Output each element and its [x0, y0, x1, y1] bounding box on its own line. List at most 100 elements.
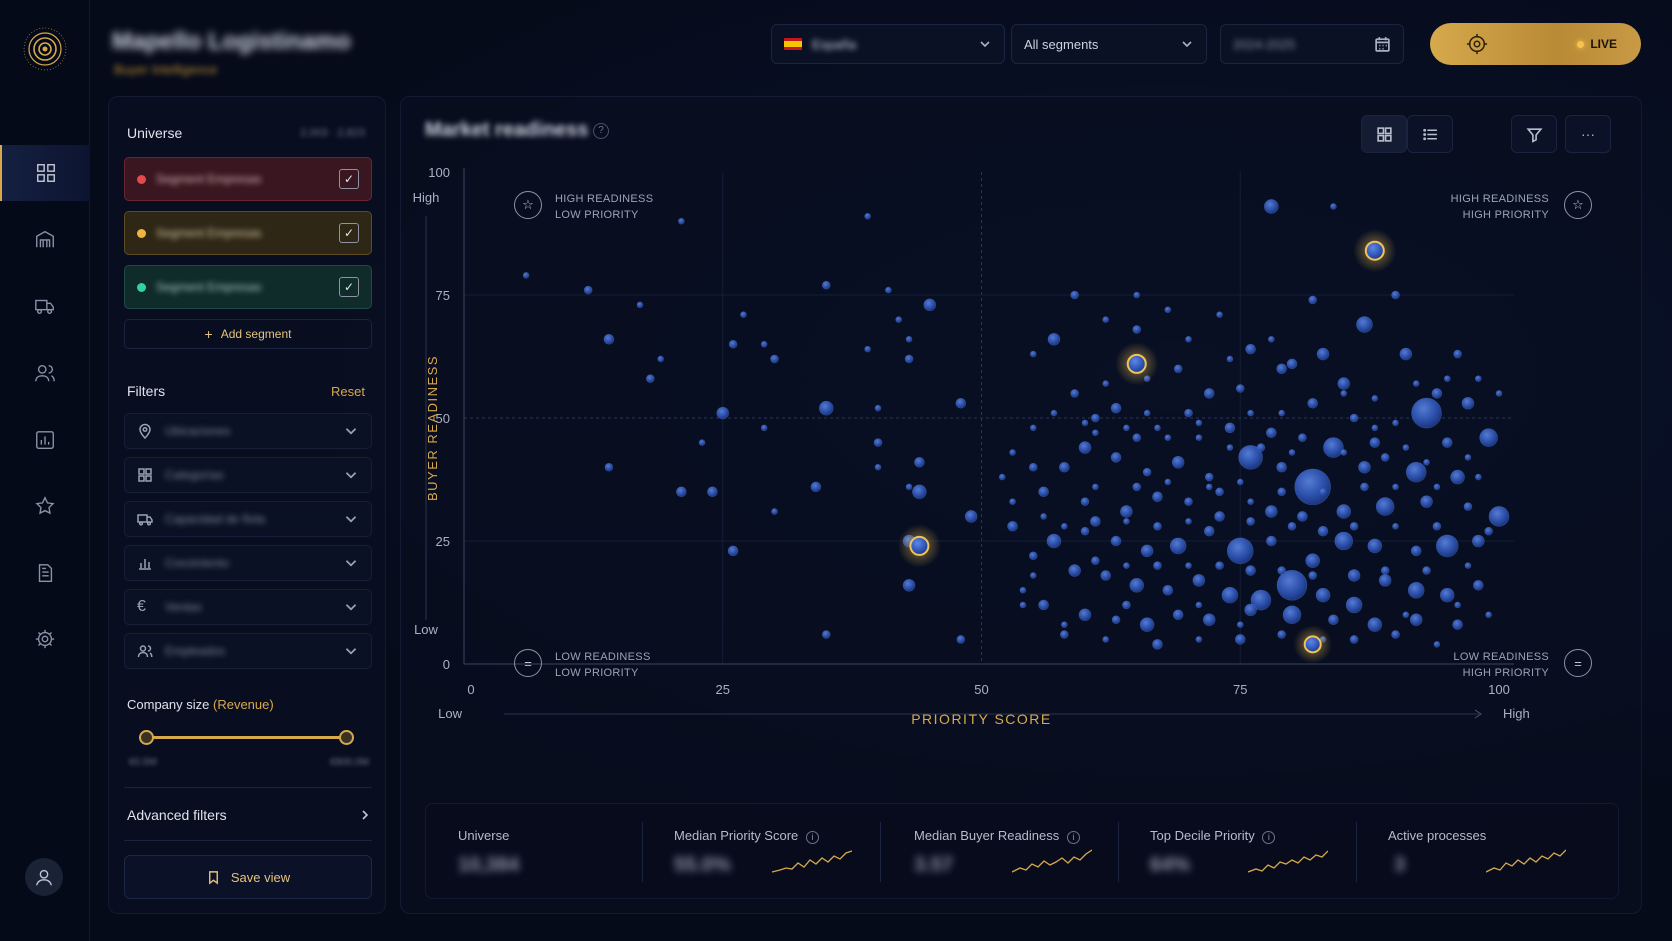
brand-logo-icon[interactable]	[22, 26, 68, 72]
scatter-point	[1185, 562, 1192, 569]
scatter-point	[1452, 619, 1463, 630]
filter-button[interactable]	[1511, 115, 1557, 153]
quadrant-equal-icon: =	[1564, 649, 1592, 677]
scatter-point	[1080, 526, 1090, 536]
scatter-point	[1009, 498, 1016, 505]
scatter-point	[1092, 429, 1099, 437]
filter-location[interactable]: Ubicaciones	[124, 413, 372, 449]
scatter-point	[1246, 517, 1255, 526]
nav-analytics[interactable]	[0, 412, 90, 468]
kpi-label: Active processes	[1388, 828, 1487, 843]
advanced-filters-row[interactable]: Advanced filters	[127, 802, 372, 828]
help-icon[interactable]: ?	[593, 123, 609, 139]
user-icon	[35, 869, 53, 886]
scatter-point	[956, 635, 966, 644]
country-select[interactable]: España	[771, 24, 1005, 64]
scatter-point	[1152, 491, 1163, 503]
info-icon[interactable]: i	[805, 831, 819, 844]
info-icon[interactable]: i	[1066, 831, 1080, 844]
y-tick-label: 100	[428, 165, 450, 180]
y-tick-label: 75	[436, 288, 450, 303]
filter-employees[interactable]: Empleados	[124, 633, 372, 669]
kpi-label-text: Median Buyer Readiness	[914, 828, 1060, 843]
scatter-point	[905, 483, 913, 491]
date-range-field[interactable]: 2024-2025	[1220, 24, 1404, 64]
scatter-point	[1294, 468, 1332, 506]
scatter-point	[1282, 605, 1302, 625]
scatter-point	[1441, 437, 1453, 448]
scatter-point	[964, 510, 978, 523]
scatter-point	[1371, 424, 1379, 432]
segment-item[interactable]: Segment Empresas ✓	[124, 157, 372, 201]
segment-checkbox[interactable]: ✓	[339, 223, 359, 243]
info-icon[interactable]: i	[1262, 831, 1276, 844]
list-view-button[interactable]	[1407, 115, 1453, 153]
segment-checkbox[interactable]: ✓	[339, 277, 359, 297]
add-segment-button[interactable]: + Add segment	[124, 319, 372, 349]
scatter-point	[1171, 455, 1185, 469]
nav-reports[interactable]	[0, 545, 90, 601]
company-size-slider[interactable]	[147, 736, 347, 739]
scatter-point	[1277, 630, 1286, 639]
kpi-label-text: Top Decile Priority	[1150, 828, 1255, 843]
scatter-point	[1443, 375, 1451, 382]
scatter-point	[1367, 538, 1383, 554]
scatter-point	[1256, 443, 1266, 452]
segment-item[interactable]: Segment Empresas ✓	[124, 211, 372, 255]
scatter-point	[1132, 482, 1142, 492]
scatter-point	[1226, 355, 1234, 363]
nav-settings[interactable]	[0, 611, 90, 667]
chevron-down-icon	[345, 560, 357, 567]
slider-max-handle[interactable]	[339, 730, 354, 745]
target-icon	[1466, 33, 1488, 55]
nav-dashboard[interactable]	[0, 145, 90, 201]
scatter-point	[522, 272, 530, 279]
market-readiness-card: Market readiness ? ··· 0 25 50 75 100 0 25 50 75…	[400, 96, 1642, 914]
scatter-point	[1420, 495, 1433, 508]
scatter-point	[864, 212, 871, 220]
scatter-point	[1433, 483, 1441, 491]
scatter-point	[1423, 458, 1430, 466]
filter-category[interactable]: Categorías	[124, 457, 372, 493]
grid-view-button[interactable]	[1361, 115, 1407, 153]
scatter-point	[1439, 587, 1455, 603]
kpi-value: 3.57	[914, 854, 953, 876]
live-toggle-button[interactable]: LIVE	[1430, 23, 1641, 65]
date-range-value: 2024-2025	[1233, 36, 1296, 52]
more-options-button[interactable]: ···	[1565, 115, 1611, 153]
nav-warehouses[interactable]	[0, 211, 90, 267]
nav-logistics[interactable]	[0, 278, 90, 334]
segment-checkbox[interactable]: ✓	[339, 169, 359, 189]
user-avatar[interactable]	[25, 858, 63, 896]
scatter-point	[1431, 388, 1443, 399]
scatter-point	[1276, 363, 1287, 375]
filter-growth[interactable]: Crecimiento	[124, 545, 372, 581]
company-size-title: Company size	[127, 697, 210, 712]
segment-select[interactable]: All segments	[1011, 24, 1207, 64]
slider-min-handle[interactable]	[139, 730, 154, 745]
scatter-point	[1347, 569, 1361, 582]
segment-item[interactable]: Segment Empresas ✓	[124, 265, 372, 309]
scatter-plot[interactable]: 0 25 50 75 100 0 25 50 75 100 PRIORITY SCORE BUYER …	[401, 97, 1643, 797]
filter-fleet[interactable]: Capacidad de flota	[124, 501, 372, 537]
filters-title: Filters	[127, 383, 166, 399]
kpi-value: 10,384	[458, 854, 520, 876]
nav-favorites[interactable]	[0, 478, 90, 534]
quadrant-line: HIGH READINESS	[1450, 193, 1549, 205]
reset-link[interactable]: Reset	[331, 384, 365, 399]
scatter-point	[1133, 291, 1141, 299]
scatter-point	[1358, 460, 1371, 474]
users-icon	[137, 645, 153, 658]
scatter-point	[1473, 579, 1484, 591]
scatter-point	[1409, 613, 1423, 627]
scatter-point	[1050, 409, 1058, 417]
grid-icon	[1376, 126, 1392, 142]
scatter-point	[646, 374, 655, 383]
nav-contacts[interactable]	[0, 345, 90, 401]
scatter-point	[1378, 574, 1392, 587]
scatter-point	[1288, 449, 1296, 456]
scatter-point	[1235, 384, 1245, 393]
save-view-button[interactable]: Save view	[124, 855, 372, 899]
quadrant-label-bl: LOW READINESS LOW PRIORITY	[555, 649, 651, 681]
filter-sales[interactable]: € Ventas	[124, 589, 372, 625]
